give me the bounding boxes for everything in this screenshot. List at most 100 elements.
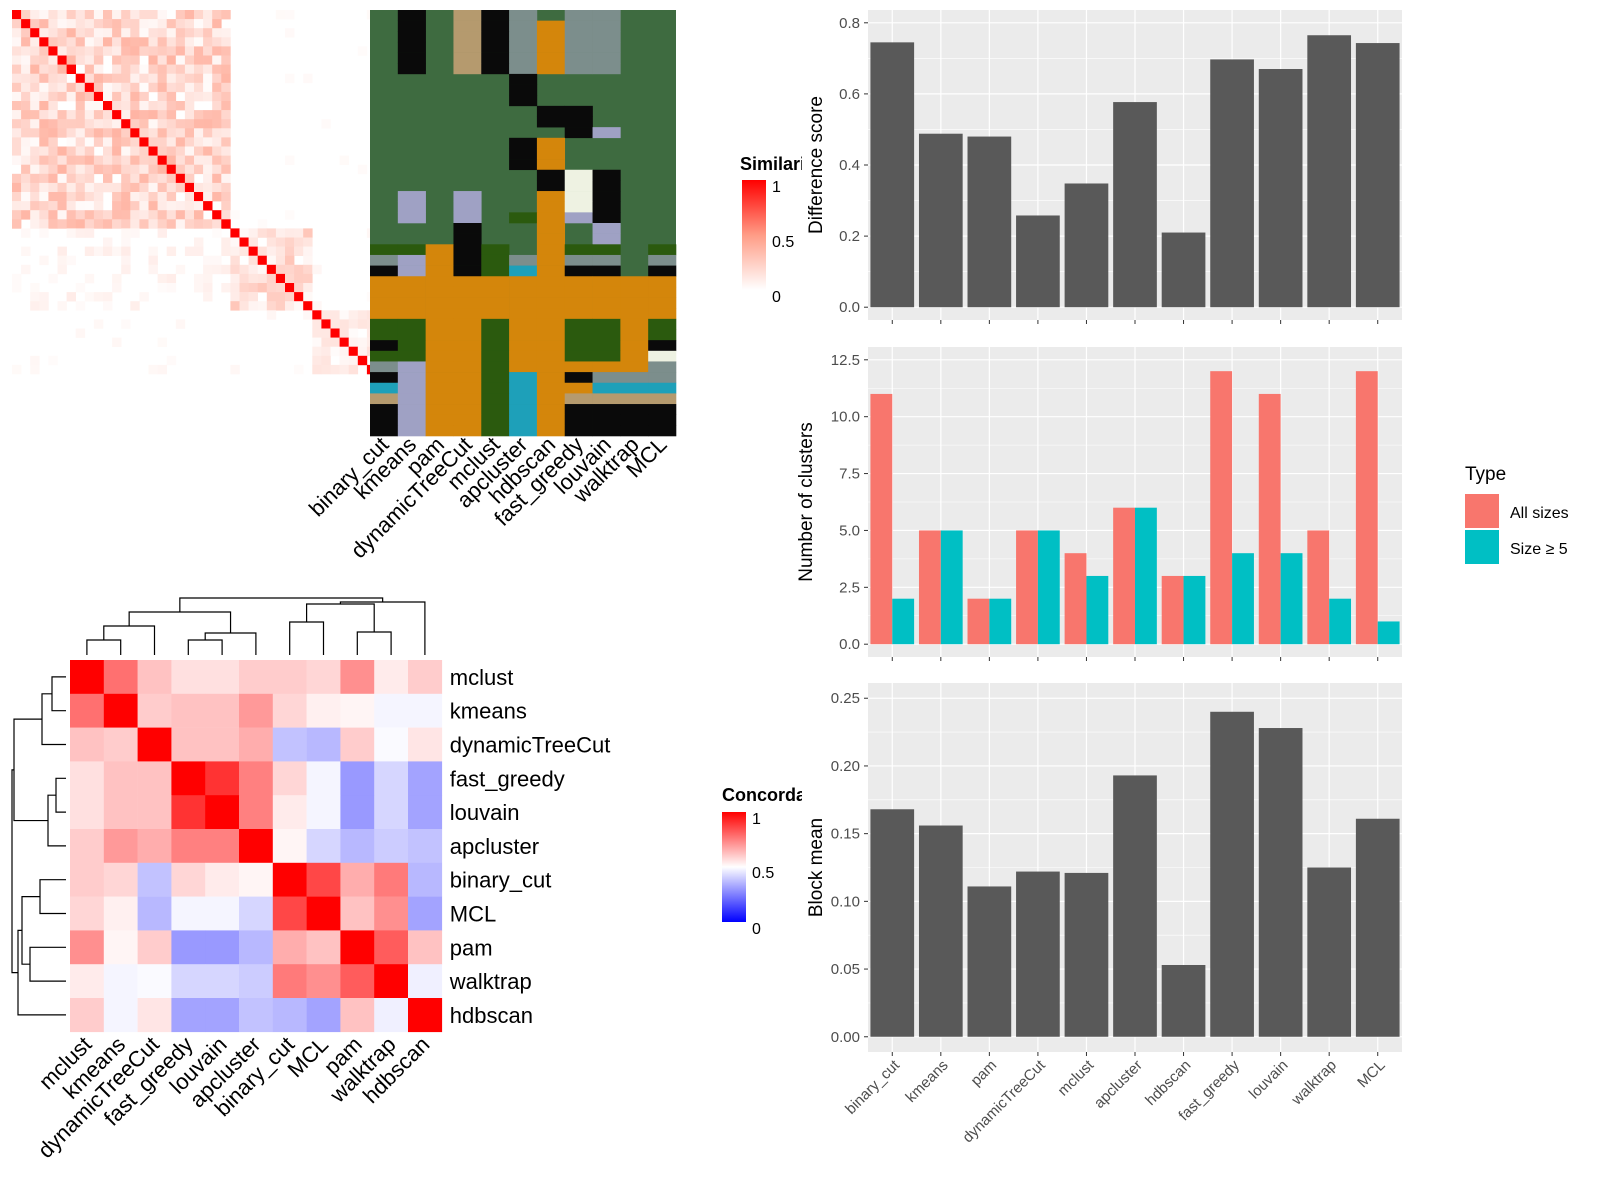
similarity-cell xyxy=(166,173,177,184)
partition-cell xyxy=(453,20,482,32)
bar-all-sizes xyxy=(1355,371,1378,645)
similarity-cell xyxy=(157,164,167,175)
similarity-legend-title-clip: Similarity xyxy=(740,154,802,174)
partition-cell xyxy=(481,265,510,277)
partition-cell xyxy=(509,318,538,330)
concordance-legend: Concordance 1 0.5 0 xyxy=(722,785,802,938)
x-category-label: pam xyxy=(968,1057,1001,1090)
similarity-cell xyxy=(184,37,195,47)
bar xyxy=(1355,43,1400,308)
dendrogram-branch xyxy=(86,639,122,655)
similarity-cell xyxy=(121,64,131,74)
partition-cell xyxy=(592,254,621,266)
similarity-cell xyxy=(93,73,104,84)
dendrogram-branch xyxy=(339,601,426,655)
partition-cell xyxy=(620,393,649,405)
similarity-cell xyxy=(139,292,149,302)
similarity-cell xyxy=(57,201,67,211)
y-tick-label: 0.6 xyxy=(839,86,860,103)
similarity-cell xyxy=(339,346,349,357)
bar xyxy=(1161,232,1206,308)
similarity-cell xyxy=(39,10,49,20)
similarity-cell xyxy=(130,182,140,193)
concordance-cell xyxy=(171,829,206,864)
similarity-cell xyxy=(130,219,140,229)
similarity-cell xyxy=(194,273,204,284)
similarity-cell xyxy=(330,364,340,375)
dendrogram-branch xyxy=(11,769,18,974)
y-tick-label: 0.0 xyxy=(839,299,860,316)
similarity-cell xyxy=(248,246,258,256)
similarity-cell xyxy=(157,182,167,193)
partition-cell xyxy=(370,425,399,437)
partition-cell xyxy=(509,425,538,437)
similarity-cell xyxy=(203,46,213,56)
similarity-cell xyxy=(203,55,213,65)
similarity-cell xyxy=(30,137,40,147)
similarity-cell xyxy=(303,264,313,275)
similarity-cell xyxy=(48,37,58,47)
partition-cell xyxy=(620,318,649,330)
partition-cell xyxy=(425,276,454,288)
concordance-cell xyxy=(272,964,307,999)
concordance-row-label: binary_cut xyxy=(450,868,552,893)
bar-size-ge-5 xyxy=(1329,598,1352,645)
y-tick-label: 0.2 xyxy=(839,228,860,245)
similarity-cell xyxy=(121,28,131,38)
similarity-cell xyxy=(157,46,167,56)
similarity-cell xyxy=(194,155,204,165)
similarity-cell xyxy=(39,101,49,111)
concordance-cell xyxy=(306,693,341,728)
similarity-cell xyxy=(184,101,195,111)
x-category-label: apcluster xyxy=(1091,1057,1146,1112)
bar-all-sizes xyxy=(870,393,893,645)
bar-all-sizes xyxy=(1307,530,1330,645)
similarity-cell xyxy=(194,246,204,256)
partition-cell xyxy=(564,372,593,384)
partition-cell xyxy=(536,116,566,128)
bar-all-sizes xyxy=(967,598,990,645)
similarity-cell xyxy=(221,55,231,65)
similarity-cell xyxy=(30,119,40,129)
partition-cell xyxy=(397,372,426,384)
similarity-cell xyxy=(93,137,104,147)
partition-cell xyxy=(536,105,566,117)
similarity-cell xyxy=(103,210,113,220)
similarity-cell xyxy=(103,119,113,129)
similarity-cell xyxy=(148,192,158,202)
similarity-cell xyxy=(312,328,322,338)
partition-cell xyxy=(592,404,621,415)
similarity-cell xyxy=(139,128,149,138)
partition-cell xyxy=(481,382,510,394)
bar xyxy=(1307,35,1352,308)
similarity-cell xyxy=(75,192,86,202)
similarity-cell xyxy=(148,364,158,375)
similarity-cell xyxy=(48,10,58,20)
similarity-cell xyxy=(84,46,95,56)
similarity-cell xyxy=(21,110,31,120)
similarity-cell xyxy=(103,110,113,120)
partition-cell xyxy=(453,52,482,64)
similarity-cell xyxy=(121,246,131,256)
similarity-cell xyxy=(166,128,177,138)
similarity-cell xyxy=(148,210,158,220)
similarity-cell xyxy=(39,110,49,120)
partition-cell xyxy=(620,404,649,415)
similarity-cell xyxy=(330,319,340,329)
similarity-cell xyxy=(84,219,95,229)
similarity-cell xyxy=(121,55,131,65)
similarity-cell xyxy=(12,219,22,229)
similarity-cell xyxy=(57,37,67,47)
bar xyxy=(870,809,915,1037)
similarity-cell xyxy=(112,110,122,120)
partition-cell xyxy=(397,318,426,330)
similarity-cell xyxy=(339,337,349,347)
similarity-cell xyxy=(239,292,249,302)
similarity-cell xyxy=(75,228,86,238)
similarity-cell xyxy=(221,101,231,111)
similarity-cell xyxy=(112,128,122,138)
similarity-cell xyxy=(248,301,258,311)
similarity-cell xyxy=(203,146,213,156)
concordance-cell xyxy=(137,693,172,728)
similarity-cell xyxy=(257,228,268,238)
